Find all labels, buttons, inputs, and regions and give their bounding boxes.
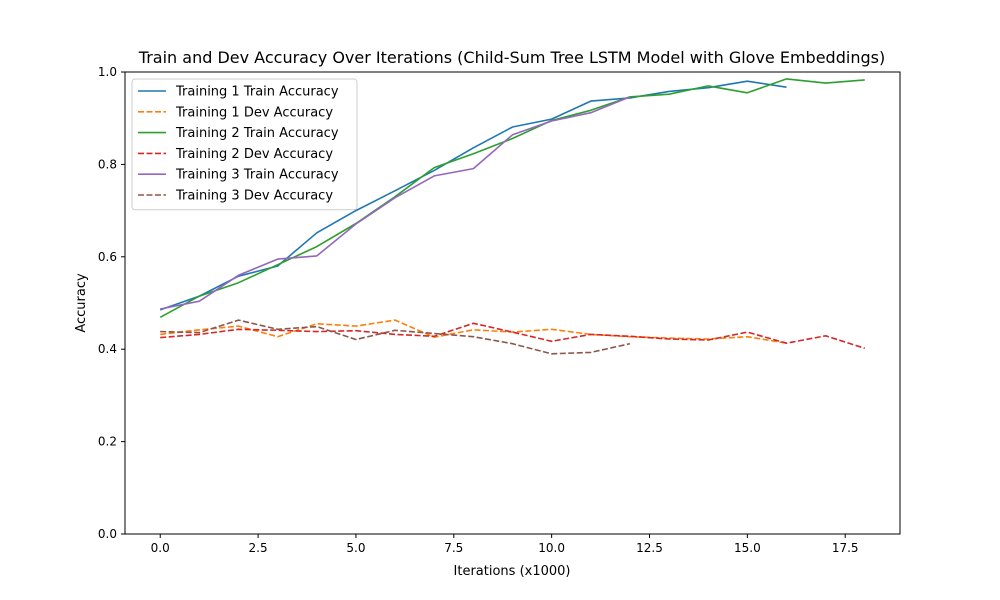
x-tick-label: 5.0 xyxy=(346,541,365,555)
y-tick-label: 0.2 xyxy=(98,435,117,449)
series-line-2 xyxy=(160,319,787,344)
y-axis: 0.0 0.2 0.4 0.6 0.8 1.0 xyxy=(98,65,125,541)
legend-label: Training 1 Train Accuracy xyxy=(175,85,339,100)
y-tick-label: 1.0 xyxy=(98,65,117,79)
y-tick-label: 0.8 xyxy=(98,157,117,171)
legend-label: Training 2 Dev Accuracy xyxy=(175,147,333,162)
y-tick-label: 0.6 xyxy=(98,250,117,264)
x-axis-label: Iterations (x1000) xyxy=(454,564,571,579)
x-tick-label: 10.0 xyxy=(538,541,565,555)
x-tick-label: 7.5 xyxy=(444,541,463,555)
plot-lines xyxy=(159,78,866,355)
y-tick-label: 0.0 xyxy=(98,527,117,541)
series-line-3 xyxy=(159,78,865,319)
legend-box xyxy=(131,78,358,211)
x-axis: 0.0 2.5 5.0 7.5 10.0 12.5 15.0 17.5 xyxy=(151,534,859,555)
chart-title: Train and Dev Accuracy Over Iterations (… xyxy=(138,48,885,67)
series-line-1 xyxy=(159,80,787,311)
legend-label: Training 1 Dev Accuracy xyxy=(175,105,333,120)
x-tick-label: 0.0 xyxy=(151,541,170,555)
legend-label: Training 3 Dev Accuracy xyxy=(175,189,333,204)
series-line-6 xyxy=(160,319,631,355)
x-tick-label: 2.5 xyxy=(249,541,268,555)
legend-label: Training 3 Train Accuracy xyxy=(175,168,339,183)
legend-label: Training 2 Train Accuracy xyxy=(175,126,339,141)
plot-frame xyxy=(124,71,901,535)
legend: Training 1 Train Accuracy Training 1 Dev … xyxy=(131,78,358,211)
x-tick-label: 12.5 xyxy=(636,541,663,555)
series-line-4 xyxy=(160,322,866,350)
x-tick-label: 15.0 xyxy=(734,541,761,555)
x-tick-label: 17.5 xyxy=(832,541,859,555)
series-line-5 xyxy=(160,96,631,310)
y-axis-label: Accuracy xyxy=(74,273,89,333)
y-tick-label: 0.4 xyxy=(98,342,117,356)
